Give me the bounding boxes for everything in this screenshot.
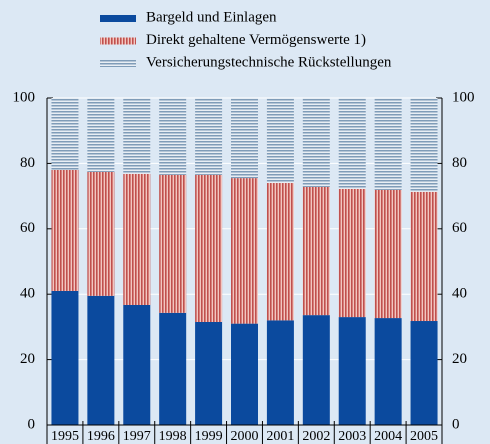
bar-segment <box>338 317 366 425</box>
x-tick-label: 1997 <box>123 429 151 444</box>
bar-segment <box>410 321 438 425</box>
bar-segment <box>87 171 115 296</box>
y2-tick-label: 0 <box>452 416 460 432</box>
legend-swatch <box>100 37 136 45</box>
y2-tick-label: 20 <box>452 351 467 367</box>
bar-segment <box>195 174 223 322</box>
bar-segment <box>410 98 438 192</box>
bar-segment <box>123 304 151 425</box>
bar-segment <box>195 321 223 425</box>
bar-segment <box>302 186 330 316</box>
y2-tick-label: 60 <box>452 220 467 236</box>
bar-segment <box>123 98 151 174</box>
x-tick-label: 2005 <box>410 429 438 444</box>
bar-segment <box>231 98 258 179</box>
x-tick-label: 2004 <box>374 429 402 444</box>
x-tick-label: 2002 <box>302 429 330 444</box>
y2-tick-label: 40 <box>452 286 467 302</box>
bar-segment <box>374 189 402 319</box>
bar-segment <box>231 323 258 425</box>
bar-segment <box>51 290 79 425</box>
bar-segment <box>302 315 330 425</box>
legend-label: Bargeld und Einlagen <box>146 9 277 25</box>
legend-label: Versicherungstechnische Rückstellungen <box>146 54 392 70</box>
bar-segment <box>410 191 438 322</box>
bar-segment <box>302 98 330 187</box>
x-tick-label: 1995 <box>51 429 79 444</box>
bar-segment <box>87 295 115 425</box>
bar-segment <box>231 178 258 324</box>
legend-swatch <box>100 15 136 22</box>
bar-segment <box>87 98 115 172</box>
y-tick-label: 80 <box>20 155 35 171</box>
bar-segment <box>374 98 402 190</box>
y2-tick-label: 80 <box>452 155 467 171</box>
bar-segment <box>51 98 79 170</box>
bar-segment <box>338 98 366 189</box>
y-tick-label: 20 <box>20 351 35 367</box>
x-tick-label: 2000 <box>231 429 259 444</box>
x-tick-label: 1998 <box>159 429 187 444</box>
legend-label: Direkt gehaltene Vermögenswerte 1) <box>146 32 366 48</box>
bar-segment <box>159 98 187 175</box>
bar-segment <box>159 174 187 313</box>
y-tick-label: 100 <box>13 89 36 105</box>
legend-swatch <box>100 60 136 67</box>
bar-segment <box>266 320 294 425</box>
x-tick-label: 1996 <box>87 429 115 444</box>
bar-segment <box>159 312 187 425</box>
y-tick-label: 0 <box>28 416 36 432</box>
y-tick-label: 40 <box>20 286 35 302</box>
y2-tick-label: 100 <box>452 89 475 105</box>
bar-segment <box>266 183 294 321</box>
x-tick-label: 1999 <box>195 429 223 444</box>
x-tick-label: 2003 <box>338 429 366 444</box>
bar-segment <box>195 98 223 175</box>
x-tick-label: 2001 <box>266 429 294 444</box>
bar-segment <box>338 188 366 318</box>
bar-segment <box>266 98 294 184</box>
y-tick-label: 60 <box>20 220 35 236</box>
bar-segment <box>374 318 402 425</box>
bar-segment <box>123 173 151 305</box>
bar-segment <box>51 169 79 291</box>
